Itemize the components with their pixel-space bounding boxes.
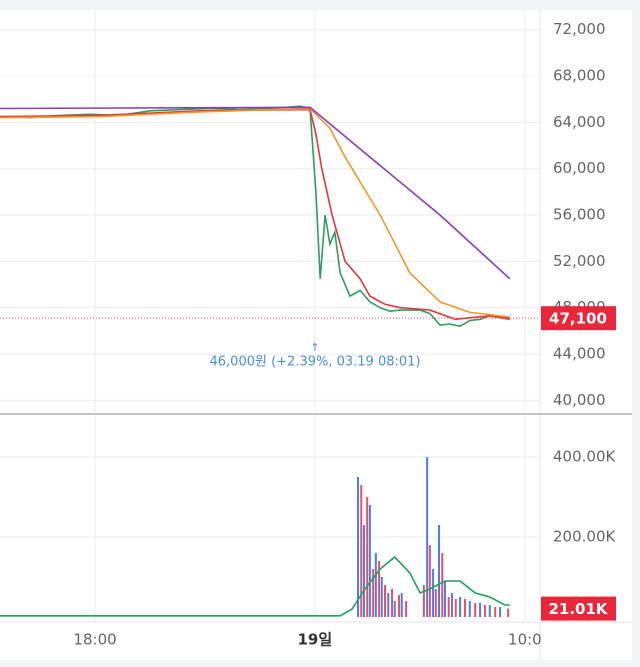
volume-bar — [368, 505, 371, 617]
last-value-box — [541, 596, 616, 621]
last-value-label: 21.01K — [548, 600, 608, 618]
series-line — [0, 107, 510, 318]
volume-bar — [499, 607, 502, 617]
volume-bar — [426, 457, 429, 617]
volume-bar — [488, 605, 491, 617]
volume-bar — [474, 603, 477, 617]
volume-bar — [380, 577, 383, 617]
volume-bar — [459, 597, 462, 617]
series-line — [0, 555, 510, 617]
volume-bar — [360, 485, 363, 617]
volume-bar — [507, 608, 510, 617]
volume-bar — [362, 525, 365, 617]
volume-bar — [441, 553, 444, 617]
y-tick-label: 40,000 — [553, 391, 606, 409]
volume-bar — [454, 599, 457, 617]
volume-bar — [405, 601, 408, 617]
volume-bar — [400, 593, 403, 617]
volume-bar — [434, 589, 437, 617]
volume-bar — [422, 585, 425, 617]
volume-bar — [483, 605, 486, 617]
y-tick-label: 68,000 — [553, 67, 606, 85]
volume-bar — [494, 607, 497, 617]
y-tick-label: 200.00K — [553, 528, 616, 546]
y-tick-label: 72,000 — [553, 20, 606, 38]
y-tick-label: 400.00K — [553, 448, 616, 466]
volume-bar — [384, 585, 387, 617]
volume-bar — [479, 603, 482, 617]
volume-bar — [428, 545, 431, 617]
annotation-arrow: ↑ — [310, 341, 319, 354]
volume-bar — [468, 601, 471, 617]
y-tick-label: 44,000 — [553, 345, 606, 363]
volume-bar — [378, 561, 381, 617]
volume-bar — [366, 497, 369, 617]
y-tick-label: 52,000 — [553, 252, 606, 270]
y-tick-label: 64,000 — [553, 113, 606, 131]
volume-bar — [450, 593, 453, 617]
volume-bar — [374, 553, 377, 617]
x-tick-label: 18:00 — [73, 631, 116, 649]
x-tick-label: 10:0 — [508, 631, 542, 649]
volume-bar — [372, 569, 375, 617]
series-line — [0, 106, 511, 280]
volume-bar — [463, 599, 466, 617]
volume-bar — [438, 525, 441, 617]
volume-bar — [443, 581, 446, 617]
volume-bar — [387, 593, 390, 617]
panel-background — [0, 10, 632, 660]
y-tick-label: 60,000 — [553, 159, 606, 177]
last-value-label: 47,100 — [549, 310, 607, 328]
volume-bar — [398, 595, 401, 617]
annotation: 46,000원 (+2.39%, 03.19 08:01) — [210, 355, 421, 370]
y-tick-label: 56,000 — [553, 206, 606, 224]
series-line — [0, 105, 510, 328]
volume-bar — [447, 597, 450, 617]
x-tick-label: 19일 — [297, 631, 332, 649]
volume-bar — [391, 589, 394, 617]
volume-bar — [432, 569, 435, 617]
volume-bar — [357, 477, 360, 617]
volume-bar — [393, 601, 396, 617]
last-value-box — [541, 306, 616, 331]
